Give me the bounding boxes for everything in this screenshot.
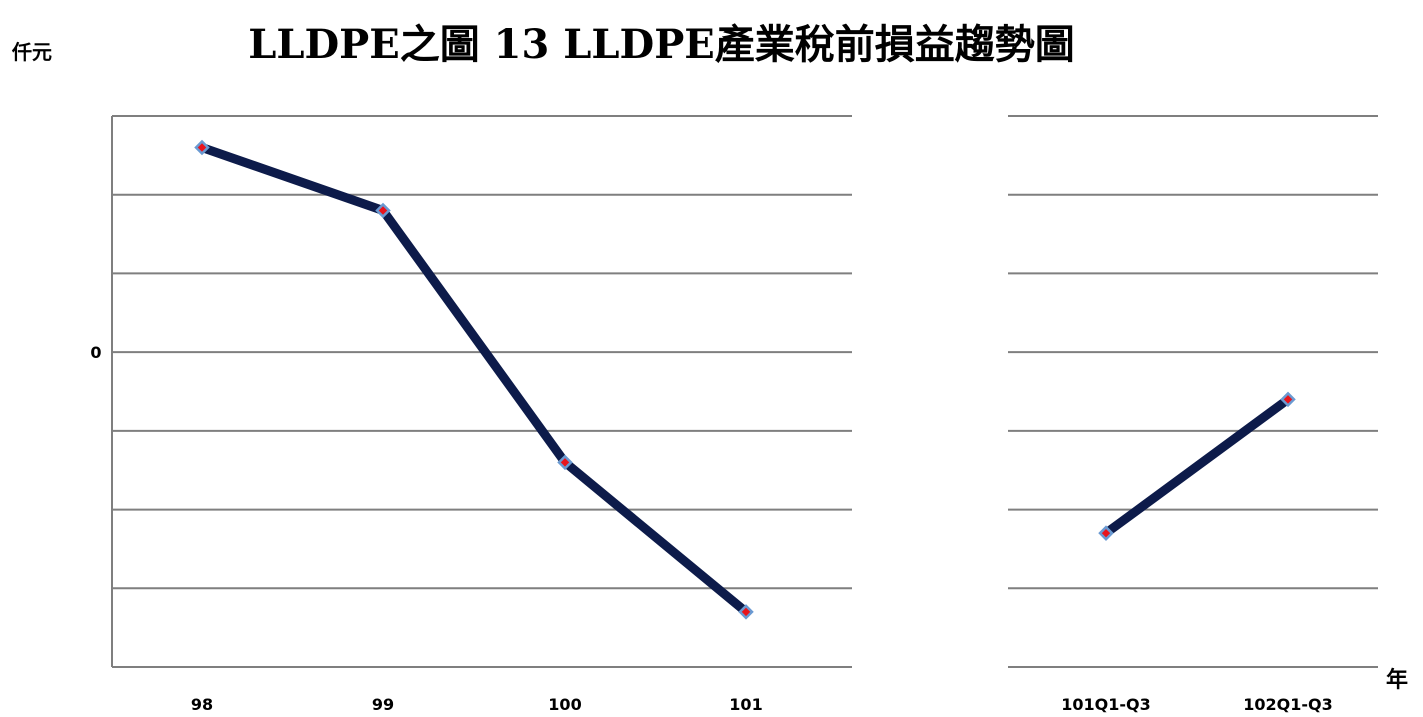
data-point bbox=[1098, 525, 1114, 541]
data-point bbox=[375, 202, 391, 219]
y-axis-unit: 仟元 bbox=[12, 40, 52, 64]
data-point bbox=[738, 604, 754, 620]
x-tick-label: 99 bbox=[372, 695, 394, 714]
x-tick-label: 102Q1-Q3 bbox=[1243, 695, 1333, 714]
x-tick-label: 101Q1-Q3 bbox=[1061, 695, 1151, 714]
data-point bbox=[194, 139, 210, 156]
data-point bbox=[557, 454, 573, 471]
x-tick-label: 100 bbox=[548, 695, 581, 714]
chart-title: LLDPE之圖 13 LLDPE產業稅前損益趨勢圖 bbox=[248, 21, 1075, 68]
data-point bbox=[1280, 391, 1296, 408]
y-tick-label: 0 bbox=[90, 343, 101, 362]
x-tick-label: 101 bbox=[729, 695, 762, 714]
x-tick-label: 98 bbox=[191, 695, 213, 714]
x-axis-unit: 年 bbox=[1386, 668, 1409, 693]
series-line bbox=[1101, 394, 1293, 538]
series-line bbox=[197, 142, 751, 617]
